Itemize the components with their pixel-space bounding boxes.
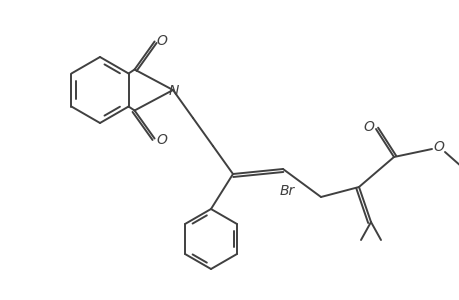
- Text: O: O: [156, 34, 167, 47]
- Text: Br: Br: [279, 184, 294, 198]
- Text: O: O: [363, 120, 374, 134]
- Text: O: O: [156, 133, 167, 146]
- Text: N: N: [168, 84, 179, 98]
- Text: O: O: [433, 140, 443, 154]
